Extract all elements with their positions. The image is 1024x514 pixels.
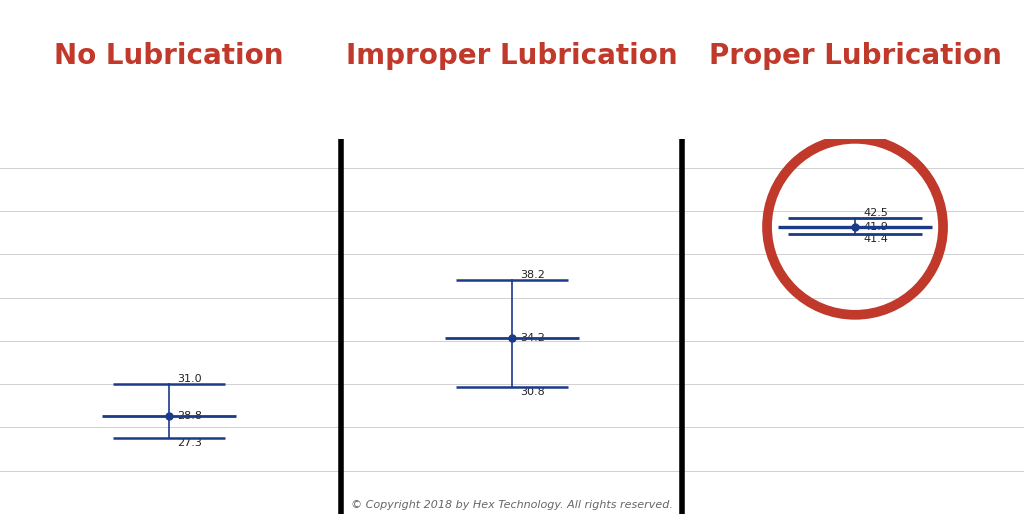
Text: 27.3: 27.3: [177, 437, 202, 448]
Text: 28.8: 28.8: [177, 411, 202, 421]
Text: Proper Lubrication: Proper Lubrication: [709, 42, 1001, 69]
Text: Improper Lubrication: Improper Lubrication: [346, 42, 678, 69]
Text: 34.2: 34.2: [520, 333, 545, 343]
Text: 41.4: 41.4: [863, 234, 888, 244]
Text: 42.5: 42.5: [863, 208, 888, 218]
Text: 38.2: 38.2: [520, 270, 545, 280]
Text: 31.0: 31.0: [177, 374, 202, 384]
Text: 41.9: 41.9: [863, 222, 888, 232]
Text: © Copyright 2018 by Hex Technology. All rights reserved.: © Copyright 2018 by Hex Technology. All …: [351, 500, 673, 510]
Text: No Lubrication: No Lubrication: [54, 42, 284, 69]
Text: 30.8: 30.8: [520, 387, 545, 397]
Bar: [0, 33, 1024, 54]
